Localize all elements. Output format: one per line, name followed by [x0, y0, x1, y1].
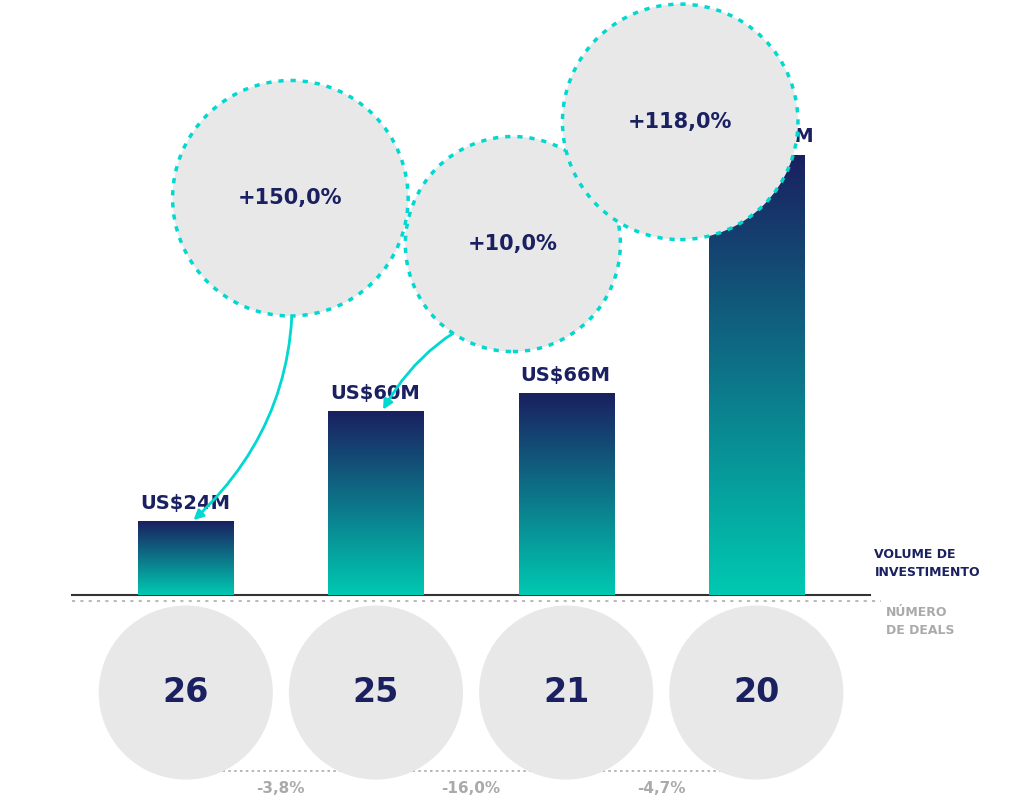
Text: US$60M: US$60M — [331, 384, 420, 403]
Text: +118,0%: +118,0% — [628, 112, 732, 132]
Text: 25: 25 — [352, 676, 399, 709]
Text: NÚMERO
DE DEALS: NÚMERO DE DEALS — [886, 606, 954, 637]
Text: 26: 26 — [163, 676, 209, 709]
Text: 21: 21 — [543, 676, 589, 709]
Text: +10,0%: +10,0% — [468, 234, 558, 254]
Text: -3,8%: -3,8% — [257, 782, 305, 796]
Text: -4,7%: -4,7% — [637, 782, 685, 796]
Text: VOLUME DE
INVESTIMENTO: VOLUME DE INVESTIMENTO — [874, 548, 980, 579]
Text: 20: 20 — [733, 676, 779, 709]
Text: US$144M: US$144M — [711, 127, 814, 147]
Text: -16,0%: -16,0% — [441, 782, 501, 796]
Text: +150,0%: +150,0% — [239, 188, 343, 208]
Text: US$66M: US$66M — [520, 365, 610, 385]
Text: US$24M: US$24M — [140, 494, 230, 513]
